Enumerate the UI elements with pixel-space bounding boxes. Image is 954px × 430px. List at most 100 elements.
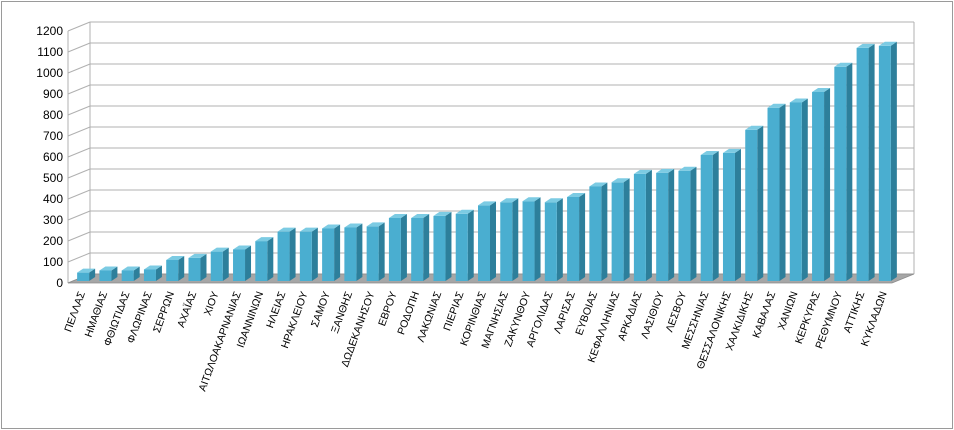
bar-side [155, 265, 162, 281]
bar [856, 47, 869, 282]
bar [611, 182, 624, 281]
bar-top [812, 88, 831, 92]
gridline-depth [67, 231, 91, 242]
y-tick-label: 500 [43, 171, 63, 185]
bar-top [678, 166, 697, 171]
bar-top [589, 182, 608, 187]
bar-top [656, 168, 675, 173]
bar [388, 218, 401, 281]
bar [366, 226, 379, 281]
bar-top [455, 209, 474, 214]
y-tick-label: 200 [43, 234, 63, 248]
bar [188, 257, 201, 281]
x-tick-label: ΠΙΕΡΙΑΣ [441, 289, 466, 332]
y-tick-label: 1100 [37, 45, 63, 59]
y-tick-label: 300 [43, 213, 63, 227]
bar-side [490, 201, 496, 281]
bar [255, 241, 268, 281]
bar-top [500, 198, 519, 203]
bar-side [668, 168, 675, 281]
bar-side [111, 266, 118, 281]
gridline-depth [67, 210, 91, 221]
bar-side [846, 62, 853, 281]
y-tick-label: 800 [43, 108, 63, 122]
bar [500, 202, 513, 281]
bar-side [133, 266, 140, 281]
bar [299, 231, 312, 281]
bar-side [645, 169, 652, 281]
bar [789, 102, 802, 281]
bar-side [178, 256, 185, 281]
bar-top [344, 223, 363, 228]
y-tick-label: 1000 [36, 66, 63, 80]
y-tick-label: 1200 [36, 24, 63, 38]
bar-top [633, 169, 652, 174]
bar-top [210, 247, 229, 252]
bar-top [567, 193, 586, 197]
bar [834, 66, 847, 281]
bar-side [400, 214, 407, 281]
bar-top [388, 214, 407, 218]
bar [143, 269, 156, 281]
x-tick-label: ΑΧΑΪΑΣ [175, 289, 199, 329]
y-tick-label: 100 [43, 255, 63, 269]
bar [745, 129, 758, 281]
x-tick-label: ΛΕΣΒΟΥ [663, 290, 689, 334]
bar-top [166, 256, 185, 260]
bar-top [767, 103, 786, 108]
bar-side [734, 148, 741, 281]
gridline-depth [67, 126, 91, 137]
bar-side [356, 223, 363, 281]
x-tick-label: ΕΒΡΟΥ [376, 290, 400, 328]
y-tick-label: 900 [43, 87, 63, 101]
bar-side [556, 198, 563, 281]
bar [700, 155, 713, 281]
bar-top [99, 266, 118, 271]
y-tick-label: 600 [43, 150, 63, 164]
bar [233, 249, 246, 281]
bar-top [299, 227, 318, 232]
bar [99, 270, 112, 281]
y-tick-label: 400 [43, 192, 63, 206]
bar [567, 197, 580, 281]
bar-top [722, 148, 741, 153]
bar-side [89, 268, 96, 281]
bar-side [601, 182, 608, 281]
bar-top [121, 266, 140, 271]
bar [322, 228, 335, 281]
bar-top [233, 245, 252, 250]
x-tick-label: ΧΑΝΙΩΝ [776, 290, 801, 332]
x-tick-label: ΣΑΜΟΥ [309, 290, 333, 329]
bar-top [878, 41, 897, 46]
bar [411, 218, 424, 281]
x-tick-label: ΗΛΕΙΑΣ [264, 289, 288, 329]
gridline-depth [67, 168, 91, 179]
bar-top [411, 214, 430, 218]
x-tick-label: ΠΕΛΛΑΣ [62, 289, 88, 333]
x-tick-label: ΧΙΟΥ [202, 290, 222, 317]
bar [121, 270, 134, 281]
y-tick-label: 700 [43, 129, 63, 143]
bar-side [868, 43, 875, 282]
bar-side [467, 209, 474, 281]
bar-side [512, 198, 519, 281]
bar [812, 92, 825, 281]
bar-top [77, 268, 96, 273]
bar-side [334, 224, 341, 281]
bar [722, 152, 735, 281]
bar-side [801, 98, 808, 281]
bar [166, 260, 179, 281]
bar-side [757, 125, 764, 281]
bar [589, 186, 602, 281]
x-tick-label: ΣΕΡΡΩΝ [151, 290, 177, 334]
bar-top [700, 151, 719, 155]
bar-top [544, 198, 563, 203]
bar-top [745, 125, 764, 130]
bar-side [579, 193, 586, 281]
gridline-depth [67, 42, 91, 53]
y-tick-label: 0 [56, 276, 63, 290]
bar-top [188, 253, 207, 258]
bar-side [712, 151, 719, 281]
